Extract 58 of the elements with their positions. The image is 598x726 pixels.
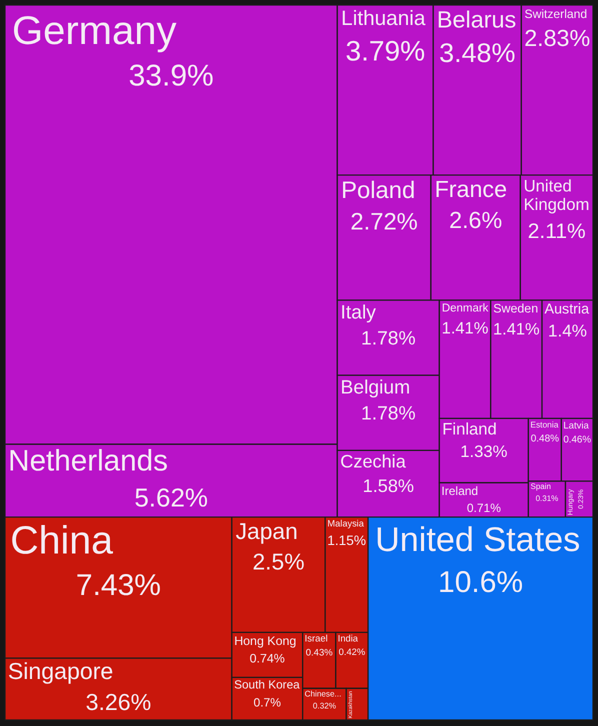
data-label: 1.15% xyxy=(327,533,366,548)
category-label: Lithuania xyxy=(341,6,426,30)
data-label: 5.62% xyxy=(134,482,208,513)
data-label: 1.78% xyxy=(361,404,416,425)
category-label: Ireland xyxy=(441,484,478,498)
category-label: Spain xyxy=(530,482,551,492)
data-label: 2.5% xyxy=(252,548,304,574)
data-label: 0.48% xyxy=(530,433,560,444)
data-label: 1.78% xyxy=(361,328,416,350)
data-label: 3.79% xyxy=(345,36,426,67)
category-label: Latvia xyxy=(563,420,590,432)
category-label: Singapore xyxy=(8,658,114,684)
category-label: Israel xyxy=(304,633,328,644)
data-label: 0.7% xyxy=(254,696,282,710)
data-label: 2.11% xyxy=(528,220,586,243)
data-label: 1.41% xyxy=(442,319,489,338)
category-label: Czechia xyxy=(340,451,407,472)
category-label: Belarus xyxy=(436,6,516,33)
data-label: 3.48% xyxy=(439,38,516,68)
category-label: Austria xyxy=(544,302,590,318)
data-label: 2.6% xyxy=(449,206,502,233)
category-label: China xyxy=(10,518,114,562)
category-label: Germany xyxy=(12,9,176,53)
category-label: Denmark xyxy=(442,302,489,315)
data-label: 33.9% xyxy=(128,60,214,92)
category-label: Chinese... xyxy=(304,689,342,698)
category-label: Japan xyxy=(236,518,298,544)
category-label: Estonia xyxy=(530,419,559,430)
data-label: 0.46% xyxy=(563,434,592,446)
category-label: United States xyxy=(375,521,580,560)
category-label: Malaysia xyxy=(327,518,365,528)
data-label: 0.43% xyxy=(306,647,334,658)
data-label: 10.6% xyxy=(438,566,524,599)
data-label: 3.26% xyxy=(86,688,152,715)
data-label: 1.33% xyxy=(460,442,508,462)
data-label: 2.83% xyxy=(524,25,590,52)
data-label: 7.43% xyxy=(76,569,161,602)
data-label: 2.72% xyxy=(350,208,418,236)
category-label: Italy xyxy=(340,302,376,324)
data-label: 0.31% xyxy=(536,494,558,504)
data-label: 0.42% xyxy=(338,647,366,658)
category-label: India xyxy=(338,633,359,644)
data-label: 1.41% xyxy=(493,320,540,338)
category-label: Hong Kong xyxy=(234,634,296,648)
category-label: United Kingdom xyxy=(524,176,590,214)
category-label: France xyxy=(434,176,508,202)
category-label: South Korea xyxy=(234,678,300,692)
category-label: Finland xyxy=(442,419,497,438)
category-label: Sweden xyxy=(493,302,538,316)
data-label: 0.74% xyxy=(250,651,285,666)
data-label: 1.58% xyxy=(362,476,414,496)
category-label: Poland xyxy=(341,176,416,204)
data-label: 1.4% xyxy=(548,321,587,340)
category-label: Belgium xyxy=(340,378,410,399)
category-label: Netherlands xyxy=(8,444,168,478)
category-label: Switzerland xyxy=(524,7,588,22)
data-label: 0.32% xyxy=(312,702,336,711)
data-label: 0.71% xyxy=(466,500,502,515)
